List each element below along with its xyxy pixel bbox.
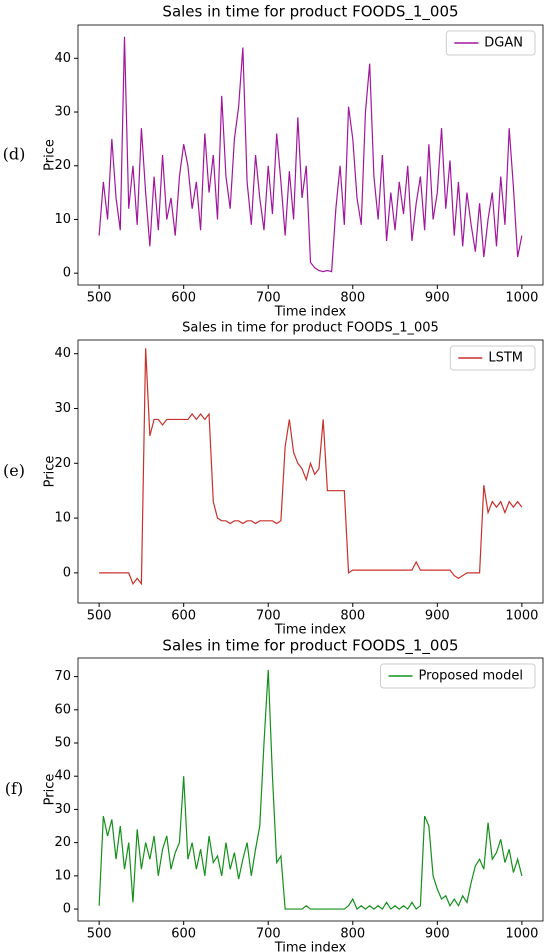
x-tick-label: 1000 — [505, 609, 538, 624]
y-tick-label: 20 — [54, 835, 71, 850]
series-line — [99, 348, 523, 586]
x-tick-label: 900 — [425, 927, 450, 942]
plot-frame — [77, 339, 544, 604]
y-tick-label: 30 — [54, 401, 71, 416]
y-tick-label: 10 — [54, 868, 71, 883]
legend-box — [380, 663, 536, 689]
x-tick-label: 900 — [425, 291, 450, 306]
x-tick-label: 1000 — [505, 291, 538, 306]
x-tick-label: 500 — [87, 291, 112, 306]
x-tick-label: 800 — [340, 291, 365, 306]
y-tick-label: 30 — [54, 105, 71, 120]
x-tick-label: 600 — [171, 291, 196, 306]
chart-title: Sales in time for product FOODS_1_005 — [182, 321, 439, 336]
legend-box — [449, 345, 536, 371]
legend-label: LSTM — [488, 351, 523, 366]
x-tick-label: 1000 — [505, 927, 538, 942]
legend-label: DGAN — [484, 36, 523, 51]
x-axis-label: Time index — [274, 305, 347, 320]
y-tick-label: 40 — [54, 51, 71, 66]
x-tick-label: 800 — [340, 927, 365, 942]
legend-label: Proposed model — [419, 669, 523, 684]
y-tick-label: 30 — [54, 802, 71, 817]
plot-frame — [77, 24, 544, 286]
x-tick-label: 500 — [87, 609, 112, 624]
y-tick-label: 10 — [54, 511, 71, 526]
y-tick-label: 20 — [54, 456, 71, 471]
chart-title: Sales in time for product FOODS_1_005 — [162, 637, 458, 656]
y-tick-label: 0 — [63, 565, 71, 580]
y-tick-label: 60 — [54, 702, 71, 717]
x-axis-label: Time index — [274, 941, 347, 952]
panel-label: (f) — [5, 779, 23, 798]
x-axis-label: Time index — [274, 623, 347, 638]
y-axis-label: Price — [43, 774, 58, 806]
legend-box — [445, 30, 536, 56]
chart-title: Sales in time for product FOODS_1_005 — [162, 3, 458, 22]
panel-label: (d) — [3, 145, 26, 164]
x-tick-label: 900 — [425, 609, 450, 624]
x-tick-label: 700 — [256, 609, 281, 624]
y-axis-label: Price — [43, 139, 58, 171]
y-tick-label: 20 — [54, 158, 71, 173]
y-tick-label: 70 — [54, 669, 71, 684]
y-tick-label: 0 — [63, 266, 71, 281]
y-tick-label: 10 — [54, 212, 71, 227]
x-tick-label: 700 — [256, 927, 281, 942]
x-tick-label: 500 — [87, 927, 112, 942]
series-line — [98, 36, 523, 273]
y-tick-label: 50 — [54, 736, 71, 751]
x-tick-label: 700 — [256, 291, 281, 306]
x-tick-label: 600 — [171, 927, 196, 942]
y-axis-label: Price — [43, 456, 58, 488]
series-line — [98, 669, 523, 911]
y-tick-label: 40 — [54, 769, 71, 784]
panel-label: (e) — [3, 461, 25, 480]
x-tick-label: 600 — [171, 609, 196, 624]
y-tick-label: 40 — [54, 346, 71, 361]
plot-frame — [77, 657, 544, 922]
x-tick-label: 800 — [340, 609, 365, 624]
y-tick-label: 0 — [63, 902, 71, 917]
